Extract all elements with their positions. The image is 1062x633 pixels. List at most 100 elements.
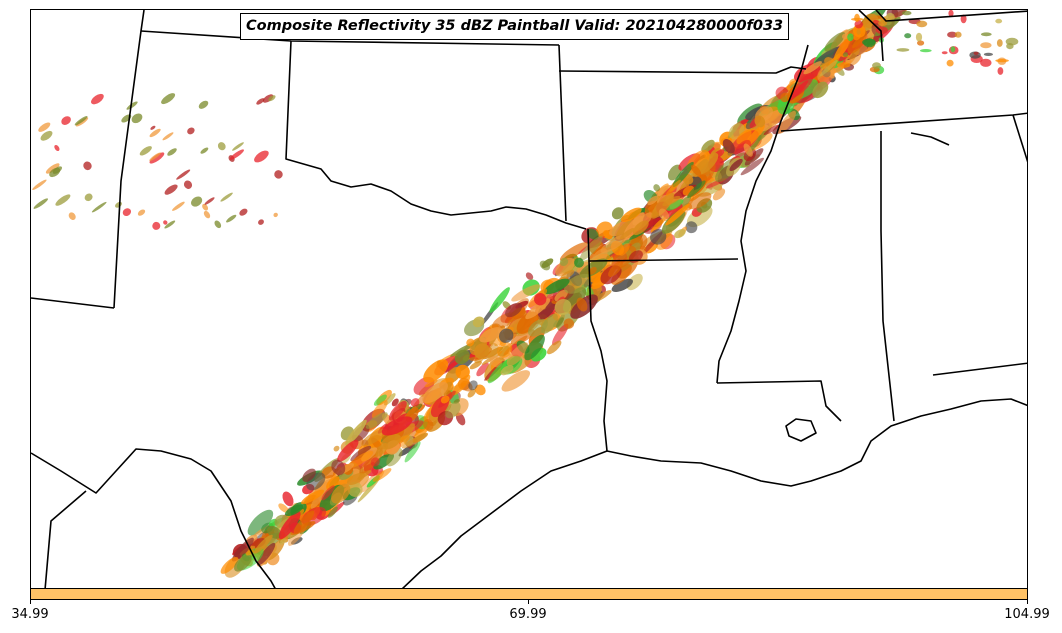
state-boundaries bbox=[31, 10, 1027, 588]
reflectivity-blob bbox=[843, 52, 849, 58]
reflectivity-blob bbox=[537, 298, 557, 321]
reflectivity-blob bbox=[505, 302, 523, 318]
reflectivity-blob bbox=[423, 419, 434, 431]
reflectivity-blob bbox=[74, 116, 88, 126]
reflectivity-blob bbox=[229, 149, 244, 160]
reflectivity-blob bbox=[214, 220, 222, 229]
reflectivity-blob bbox=[410, 398, 420, 407]
reflectivity-blob bbox=[331, 459, 346, 476]
reflectivity-blob bbox=[685, 221, 698, 234]
reflectivity-blob bbox=[672, 161, 694, 187]
reflectivity-blob bbox=[847, 33, 854, 42]
reflectivity-blob bbox=[247, 509, 274, 536]
reflectivity-blob bbox=[653, 184, 661, 192]
reflectivity-blob bbox=[149, 128, 161, 138]
lake-pontchartrain bbox=[785, 418, 817, 442]
reflectivity-blob bbox=[577, 261, 589, 273]
reflectivity-blob bbox=[501, 370, 531, 392]
reflectivity-blob bbox=[91, 201, 107, 213]
reflectivity-blob bbox=[559, 257, 569, 267]
reflectivity-blob bbox=[452, 374, 471, 396]
reflectivity-blob bbox=[658, 208, 670, 222]
reflectivity-blob bbox=[973, 51, 979, 55]
reflectivity-blob bbox=[819, 59, 838, 77]
reflectivity-blob bbox=[722, 139, 735, 154]
reflectivity-blob bbox=[647, 195, 659, 206]
reflectivity-blob bbox=[665, 179, 681, 197]
mississippi-river bbox=[716, 44, 809, 384]
reflectivity-blob bbox=[381, 416, 413, 436]
reflectivity-blob bbox=[917, 40, 925, 46]
reflectivity-blob bbox=[422, 381, 448, 404]
reflectivity-blob bbox=[479, 327, 503, 343]
colorbar-tick-label-middle: 69.99 bbox=[509, 607, 547, 622]
reflectivity-blob bbox=[662, 195, 681, 207]
reflectivity-blob bbox=[348, 450, 374, 469]
reflectivity-blob bbox=[302, 468, 316, 483]
reflectivity-blob bbox=[555, 317, 564, 328]
reflectivity-blob bbox=[626, 273, 643, 291]
missouri-arkansas-border bbox=[558, 66, 807, 74]
reflectivity-blob bbox=[980, 42, 992, 49]
louisiana-mississippi-border bbox=[716, 380, 842, 422]
tennessee-river-outline bbox=[910, 132, 950, 146]
colorbar-tick-label-left: 34.99 bbox=[11, 607, 49, 622]
reflectivity-blob bbox=[256, 98, 265, 105]
reflectivity-blob bbox=[454, 349, 470, 365]
reflectivity-blob bbox=[198, 100, 209, 109]
reflectivity-blob bbox=[139, 146, 152, 156]
reflectivity-blob bbox=[424, 379, 438, 388]
reflectivity-blob bbox=[365, 412, 388, 429]
reflectivity-blob bbox=[560, 269, 575, 280]
reflectivity-blob bbox=[915, 32, 923, 42]
reflectivity-blob bbox=[588, 266, 597, 275]
reflectivity-blob bbox=[371, 400, 388, 419]
reflectivity-blob bbox=[947, 31, 958, 38]
reflectivity-blob bbox=[527, 318, 548, 337]
reflectivity-blob bbox=[854, 13, 860, 22]
colorbar-tick-middle bbox=[528, 600, 529, 604]
reflectivity-blob bbox=[919, 49, 932, 53]
reflectivity-blob bbox=[476, 362, 489, 377]
map-title: Composite Reflectivity 35 dBZ Paintball … bbox=[240, 13, 790, 40]
reflectivity-blob bbox=[842, 33, 849, 40]
reflectivity-blob bbox=[273, 212, 278, 218]
reflectivity-blob bbox=[278, 511, 301, 540]
reflectivity-blob bbox=[995, 59, 1009, 63]
reflectivity-blob bbox=[226, 214, 237, 223]
reflectivity-blob bbox=[995, 18, 1003, 24]
texas-coast bbox=[401, 450, 608, 588]
reflectivity-blob bbox=[176, 169, 191, 180]
reflectivity-blob bbox=[687, 180, 706, 198]
reflectivity-blob bbox=[632, 220, 649, 236]
reflectivity-blob bbox=[611, 278, 633, 292]
reflectivity-blob bbox=[83, 161, 92, 171]
alabama-georgia-border bbox=[1012, 114, 1027, 163]
reflectivity-blob bbox=[331, 483, 351, 504]
reflectivity-blob bbox=[836, 62, 851, 68]
tennessee-border bbox=[780, 112, 1027, 132]
reflectivity-blob bbox=[950, 46, 956, 53]
reflectivity-blob bbox=[546, 340, 562, 355]
reflectivity-blob bbox=[596, 221, 613, 239]
top-right-lines bbox=[858, 10, 1027, 62]
reflectivity-blob bbox=[946, 59, 954, 67]
reflectivity-blob bbox=[872, 62, 881, 69]
reflectivity-blob bbox=[885, 12, 895, 22]
reflectivity-blob bbox=[472, 316, 485, 328]
reflectivity-blob bbox=[150, 125, 156, 130]
reflectivity-blob bbox=[149, 152, 165, 164]
reflectivity-blob bbox=[516, 311, 539, 334]
reflectivity-blob bbox=[690, 164, 702, 177]
reflectivity-blob bbox=[674, 229, 686, 239]
reflectivity-blob bbox=[496, 341, 513, 358]
reflectivity-blob bbox=[754, 115, 766, 128]
reflectivity-blob bbox=[278, 503, 289, 513]
reflectivity-blob bbox=[524, 334, 545, 361]
reflectivity-blob bbox=[904, 33, 912, 39]
reflectivity-blob bbox=[576, 297, 588, 312]
reflectivity-blob bbox=[167, 148, 177, 156]
reflectivity-blob bbox=[347, 481, 363, 497]
reflectivity-blob bbox=[863, 38, 876, 48]
reflectivity-blob bbox=[231, 537, 254, 562]
